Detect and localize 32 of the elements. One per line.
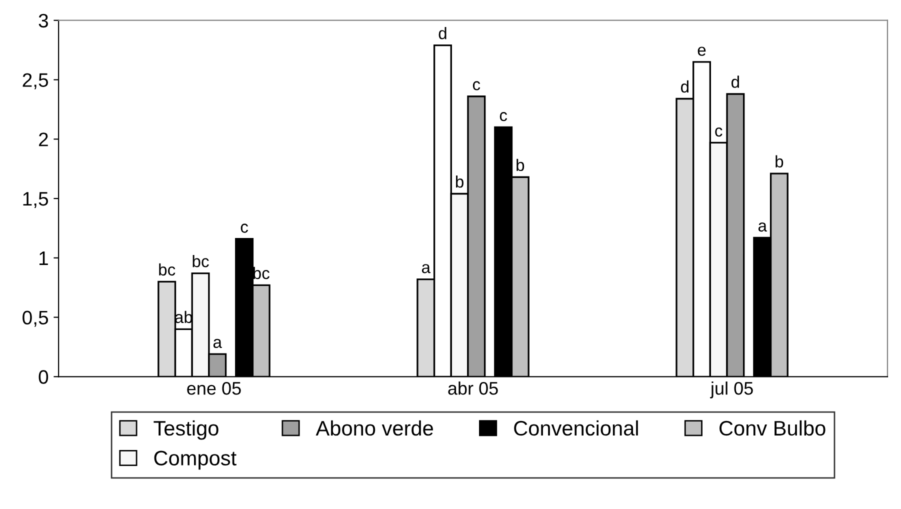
data-label: bc	[159, 263, 176, 276]
data-label: b	[776, 155, 784, 168]
legend-label: Abono verde	[316, 420, 433, 436]
data-label: d	[438, 26, 446, 40]
x-tick-label: abr 05	[448, 382, 498, 395]
legend-label: Testigo	[154, 420, 218, 440]
y-tick-label: 2	[39, 132, 48, 146]
legend-label: Conv Bulbo	[720, 420, 826, 436]
x-tick-label: ene 05	[187, 382, 241, 395]
data-label: e	[698, 46, 706, 56]
data-label: d	[680, 80, 688, 93]
data-label: c	[472, 81, 480, 90]
data-label: b	[456, 175, 464, 188]
data-label: c	[500, 112, 508, 122]
data-label: bc	[253, 266, 270, 280]
data-label: d	[731, 76, 739, 88]
y-tick-label: 1,5	[23, 192, 48, 208]
legend-label: Convencional	[514, 420, 638, 436]
data-label: a	[422, 264, 431, 274]
y-tick-label: 3	[38, 14, 48, 28]
data-label: c	[715, 127, 722, 137]
y-tick-label: 1	[40, 252, 48, 265]
x-tick-label: jul 05	[710, 382, 753, 398]
data-label: bc	[192, 255, 209, 268]
data-label: a	[758, 222, 768, 232]
data-label: a	[213, 338, 222, 348]
data-label: c	[240, 224, 248, 233]
y-tick-label: 2,5	[22, 73, 48, 90]
data-label: b	[516, 158, 524, 172]
y-tick-label: 0	[38, 370, 48, 384]
legend-label: Compost	[154, 450, 236, 470]
y-tick-label: 0,5	[22, 310, 48, 327]
